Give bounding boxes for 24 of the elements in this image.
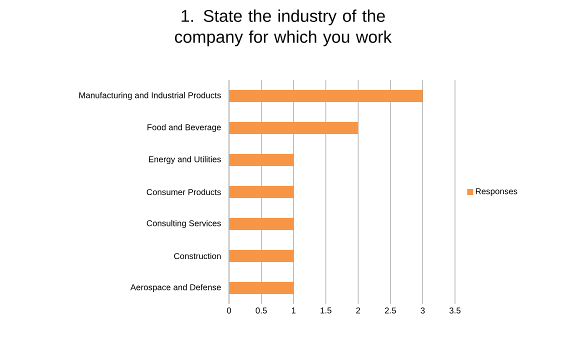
chart-title: 1. State the industry of the company for which you work xyxy=(175,10,392,46)
y-tick-label: Aerospace and Defense xyxy=(130,284,221,292)
x-tick-label: 2.5 xyxy=(384,308,396,314)
y-tick-label: Consulting Services xyxy=(146,220,221,228)
bar xyxy=(229,218,294,230)
bar xyxy=(229,186,294,198)
bar xyxy=(229,282,294,294)
x-tick-label: 0 xyxy=(226,308,232,314)
y-tick-label: Food and Beverage xyxy=(148,124,221,132)
x-tick-label: 3.5 xyxy=(449,308,461,314)
x-tick-label: 3 xyxy=(420,308,425,314)
y-tick-label: Consumer Products xyxy=(146,188,221,196)
x-tick-label: 1 xyxy=(292,308,296,314)
y-tick-label: Construction xyxy=(174,252,221,260)
bar xyxy=(229,154,294,166)
bar xyxy=(229,90,423,102)
x-tick-label: 1.5 xyxy=(320,308,332,314)
x-tick-label: 2 xyxy=(356,308,360,314)
x-tick-label: 0.5 xyxy=(256,308,267,314)
y-tick-label: Energy and Utilities xyxy=(148,156,221,164)
bar xyxy=(229,250,294,262)
bar xyxy=(229,122,358,134)
y-tick-label: Manufacturing and Industrial Products xyxy=(79,92,221,100)
legend-label: Responses xyxy=(476,188,518,196)
